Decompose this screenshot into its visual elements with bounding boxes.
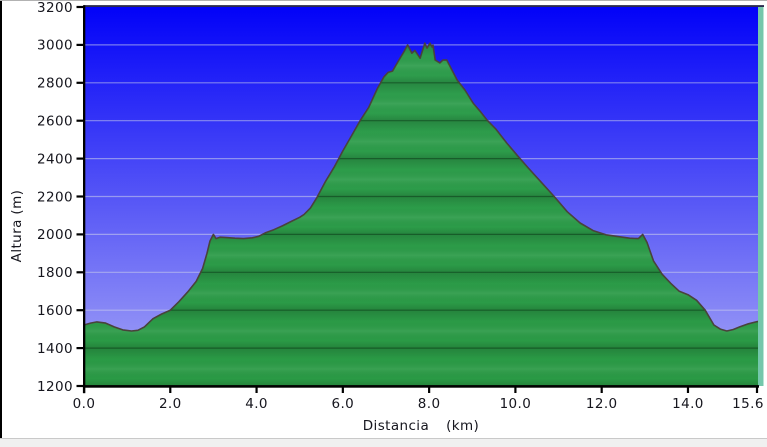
y-tick-label: 2200 <box>37 189 73 205</box>
elevation-plot[interactable]: 1200 1400 1600 1800 2000 2200 2400 2600 2800 3000… <box>0 0 767 438</box>
x-tick-label: 6.0 <box>332 396 355 412</box>
window-left-border <box>0 1 2 438</box>
x-tick-label: 10.0 <box>500 396 532 412</box>
x-tick-label: 14.0 <box>672 396 704 412</box>
x-tick-label: 0.0 <box>73 396 96 412</box>
y-tick-label: 2800 <box>37 76 73 92</box>
x-axis-unit-text: (km) <box>446 418 480 434</box>
elevation-outline <box>83 42 763 332</box>
x-tick-label: 4.0 <box>245 396 268 412</box>
y-tick-label: 1800 <box>37 265 73 281</box>
x-tick-label: 15.6 <box>732 396 764 412</box>
x-tick-label: 8.0 <box>418 396 441 412</box>
x-tick-label: 12.0 <box>586 396 618 412</box>
y-tick-label: 3200 <box>37 0 73 16</box>
x-tick-label: 2.0 <box>159 396 182 412</box>
y-tick-label: 3000 <box>37 38 73 54</box>
y-tick-label: 2400 <box>37 151 73 167</box>
y-tick-label: 2000 <box>37 227 73 243</box>
y-axis-title: Altura (m) <box>9 189 25 263</box>
x-axis-line <box>83 385 759 388</box>
y-tick-label: 1600 <box>37 303 73 319</box>
y-tick-label: 2600 <box>37 114 73 130</box>
y-tick-label: 1200 <box>37 379 73 395</box>
plot-top-border <box>84 5 764 7</box>
status-bar <box>0 438 767 447</box>
x-axis-title: Distancia (km) <box>84 418 758 434</box>
x-axis-title-text: Distancia <box>362 418 430 434</box>
y-tick-label: 1400 <box>37 341 73 357</box>
y-axis-line <box>83 5 86 394</box>
elevation-chart[interactable]: 1200 1400 1600 1800 2000 2200 2400 2600 2800 3000… <box>0 0 767 438</box>
window-top-border <box>0 0 767 1</box>
plot-right-edge <box>758 7 764 386</box>
